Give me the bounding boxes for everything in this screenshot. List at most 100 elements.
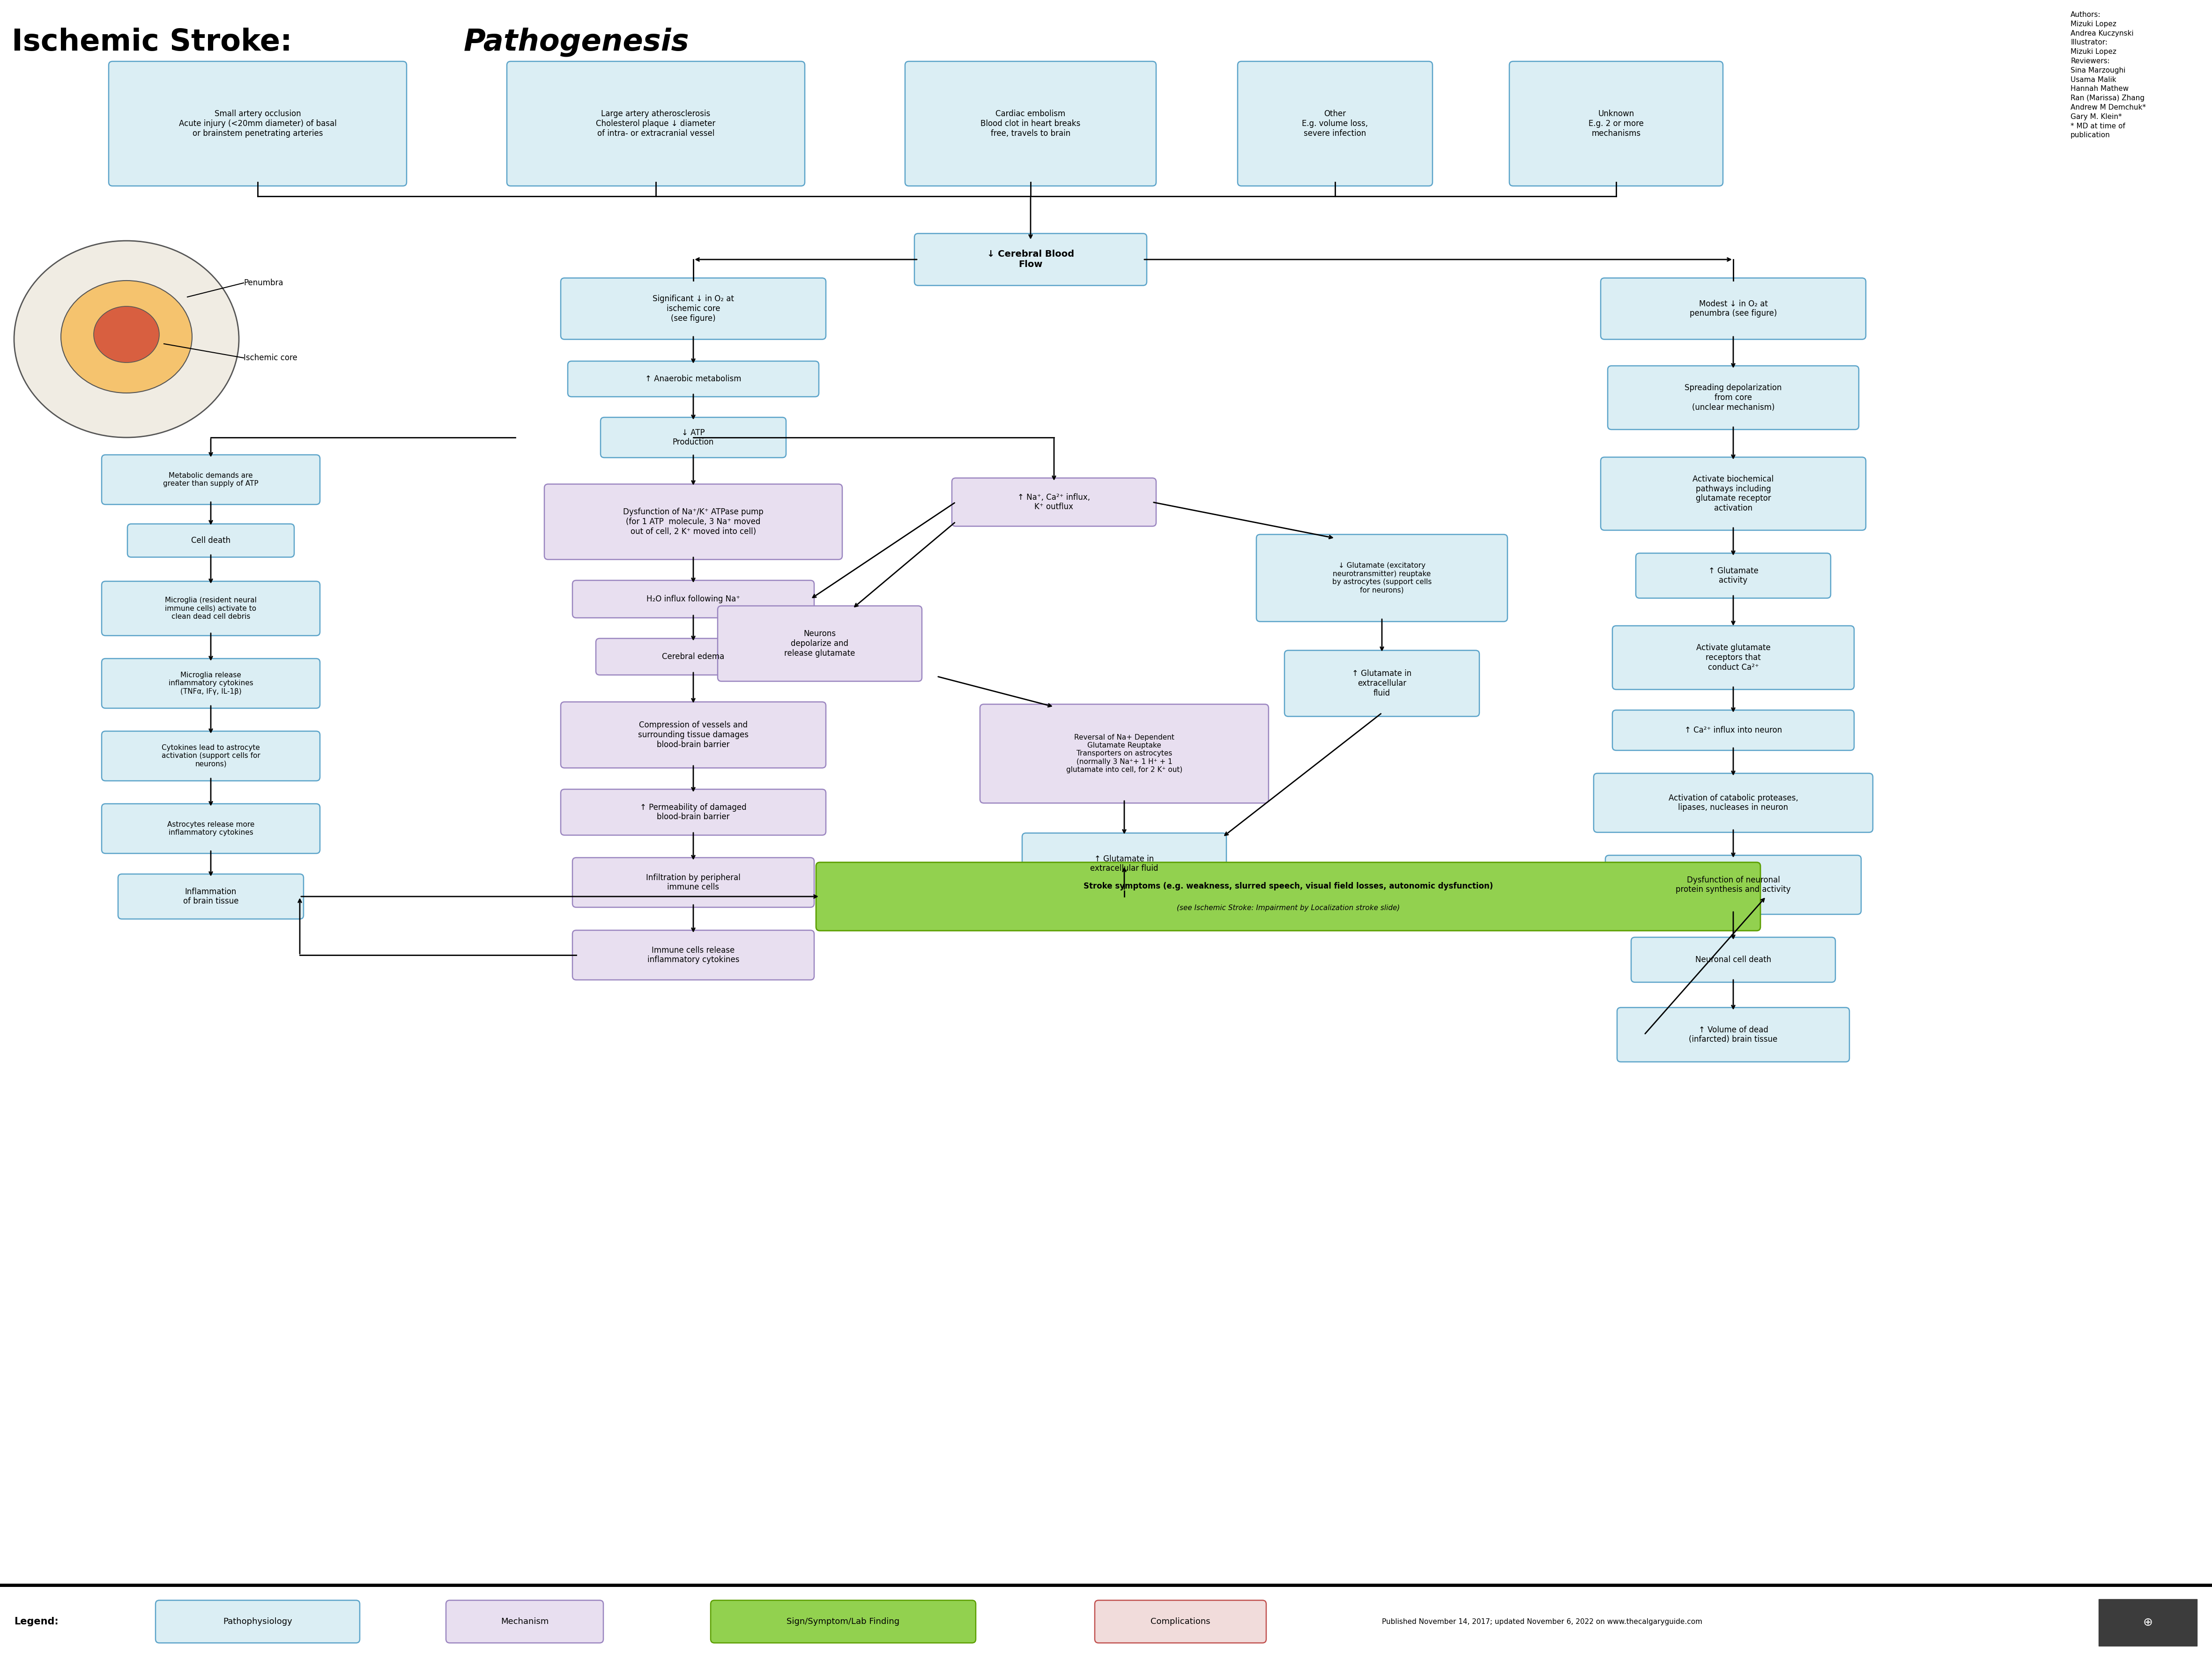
Text: Cell death: Cell death [190, 536, 230, 544]
Text: ↑ Ca²⁺ influx into neuron: ↑ Ca²⁺ influx into neuron [1686, 725, 1783, 734]
FancyBboxPatch shape [1613, 626, 1854, 689]
Text: ↑ Permeability of damaged
blood-brain barrier: ↑ Permeability of damaged blood-brain ba… [639, 803, 748, 822]
Text: Mechanism: Mechanism [500, 1617, 549, 1625]
Text: Neuronal cell death: Neuronal cell death [1694, 956, 1772, 964]
FancyBboxPatch shape [573, 858, 814, 908]
FancyBboxPatch shape [1608, 365, 1858, 430]
FancyBboxPatch shape [560, 702, 825, 769]
Text: ↑ Glutamate
activity: ↑ Glutamate activity [1708, 566, 1759, 584]
Text: Reversal of Na+ Dependent
Glutamate Reuptake
Transporters on astrocytes
(normall: Reversal of Na+ Dependent Glutamate Reup… [1066, 734, 1183, 774]
FancyBboxPatch shape [595, 639, 790, 676]
Text: Inflammation
of brain tissue: Inflammation of brain tissue [184, 888, 239, 906]
FancyBboxPatch shape [816, 862, 1761, 931]
Text: Neurons
depolarize and
release glutamate: Neurons depolarize and release glutamate [785, 629, 856, 657]
Text: Cytokines lead to astrocyte
activation (support cells for
neurons): Cytokines lead to astrocyte activation (… [161, 744, 261, 767]
FancyBboxPatch shape [1601, 277, 1865, 339]
Text: Stroke symptoms (e.g. weakness, slurred speech, visual field losses, autonomic d: Stroke symptoms (e.g. weakness, slurred … [1084, 881, 1493, 890]
Text: Activate glutamate
receptors that
conduct Ca²⁺: Activate glutamate receptors that conduc… [1697, 644, 1770, 672]
FancyBboxPatch shape [599, 417, 785, 458]
Ellipse shape [93, 307, 159, 362]
Text: H₂O influx following Na⁺: H₂O influx following Na⁺ [646, 594, 741, 603]
Text: Large artery atherosclerosis
Cholesterol plaque ↓ diameter
of intra- or extracra: Large artery atherosclerosis Cholesterol… [595, 110, 717, 138]
FancyBboxPatch shape [1593, 774, 1874, 832]
Text: Cardiac embolism
Blood clot in heart breaks
free, travels to brain: Cardiac embolism Blood clot in heart bre… [980, 110, 1079, 138]
Text: ↑ Volume of dead
(infarcted) brain tissue: ↑ Volume of dead (infarcted) brain tissu… [1690, 1026, 1778, 1044]
FancyBboxPatch shape [128, 525, 294, 558]
Text: Pathogenesis: Pathogenesis [465, 28, 690, 56]
FancyBboxPatch shape [102, 455, 321, 505]
FancyBboxPatch shape [102, 730, 321, 780]
Text: Sign/Symptom/Lab Finding: Sign/Symptom/Lab Finding [787, 1617, 900, 1625]
FancyBboxPatch shape [102, 803, 321, 853]
Text: Pathophysiology: Pathophysiology [223, 1617, 292, 1625]
Text: Metabolic demands are
greater than supply of ATP: Metabolic demands are greater than suppl… [164, 471, 259, 488]
FancyBboxPatch shape [560, 788, 825, 835]
Text: Spreading depolarization
from core
(unclear mechanism): Spreading depolarization from core (uncl… [1686, 383, 1783, 412]
Text: Small artery occlusion
Acute injury (<20mm diameter) of basal
or brainstem penet: Small artery occlusion Acute injury (<20… [179, 110, 336, 138]
FancyBboxPatch shape [1256, 535, 1506, 621]
FancyBboxPatch shape [108, 61, 407, 186]
FancyBboxPatch shape [1509, 61, 1723, 186]
FancyBboxPatch shape [507, 61, 805, 186]
Text: Other
E.g. volume loss,
severe infection: Other E.g. volume loss, severe infection [1303, 110, 1369, 138]
FancyBboxPatch shape [951, 478, 1157, 526]
FancyBboxPatch shape [710, 1600, 975, 1643]
FancyBboxPatch shape [102, 659, 321, 709]
Text: (see Ischemic Stroke: Impairment by Localization stroke slide): (see Ischemic Stroke: Impairment by Loca… [1177, 905, 1400, 911]
FancyBboxPatch shape [544, 485, 843, 559]
FancyBboxPatch shape [573, 581, 814, 618]
Text: Published November 14, 2017; updated November 6, 2022 on www.thecalgaryguide.com: Published November 14, 2017; updated Nov… [1382, 1619, 1703, 1625]
Text: ↑ Na⁺, Ca²⁺ influx,
K⁺ outflux: ↑ Na⁺, Ca²⁺ influx, K⁺ outflux [1018, 493, 1091, 511]
Text: Compression of vessels and
surrounding tissue damages
blood-brain barrier: Compression of vessels and surrounding t… [637, 720, 748, 749]
Text: Complications: Complications [1150, 1617, 1210, 1625]
FancyBboxPatch shape [905, 61, 1157, 186]
Text: ↓ Cerebral Blood
Flow: ↓ Cerebral Blood Flow [987, 251, 1075, 269]
Text: Significant ↓ in O₂ at
ischemic core
(see figure): Significant ↓ in O₂ at ischemic core (se… [653, 295, 734, 322]
Ellipse shape [13, 241, 239, 438]
Text: Legend:: Legend: [13, 1617, 58, 1627]
Text: Astrocytes release more
inflammatory cytokines: Astrocytes release more inflammatory cyt… [168, 822, 254, 837]
FancyBboxPatch shape [980, 704, 1267, 803]
Text: ↓ Glutamate (excitatory
neurotransmitter) reuptake
by astrocytes (support cells
: ↓ Glutamate (excitatory neurotransmitter… [1332, 563, 1431, 594]
FancyBboxPatch shape [1630, 938, 1836, 983]
FancyBboxPatch shape [1022, 833, 1225, 895]
FancyBboxPatch shape [717, 606, 922, 681]
FancyBboxPatch shape [117, 875, 303, 920]
FancyBboxPatch shape [2099, 1599, 2197, 1647]
Text: Immune cells release
inflammatory cytokines: Immune cells release inflammatory cytoki… [648, 946, 739, 964]
FancyBboxPatch shape [1613, 710, 1854, 750]
Text: ↑ Anaerobic metabolism: ↑ Anaerobic metabolism [646, 375, 741, 383]
FancyBboxPatch shape [560, 277, 825, 339]
Text: Modest ↓ in O₂ at
penumbra (see figure): Modest ↓ in O₂ at penumbra (see figure) [1690, 299, 1776, 317]
FancyBboxPatch shape [1285, 651, 1480, 717]
FancyBboxPatch shape [1601, 457, 1865, 530]
FancyBboxPatch shape [1637, 553, 1832, 598]
Text: Penumbra: Penumbra [243, 279, 283, 287]
Text: Microglia (resident neural
immune cells) activate to
clean dead cell debris: Microglia (resident neural immune cells)… [166, 598, 257, 621]
FancyBboxPatch shape [155, 1600, 361, 1643]
FancyBboxPatch shape [1095, 1600, 1265, 1643]
Text: Authors:
Mizuki Lopez
Andrea Kuczynski
Illustrator:
Mizuki Lopez
Reviewers:
Sina: Authors: Mizuki Lopez Andrea Kuczynski I… [2070, 12, 2146, 139]
Text: Ischemic Stroke:: Ischemic Stroke: [11, 28, 303, 56]
FancyBboxPatch shape [914, 234, 1146, 286]
Text: ↑ Glutamate in
extracellular fluid: ↑ Glutamate in extracellular fluid [1091, 855, 1159, 873]
Text: Cerebral edema: Cerebral edema [661, 652, 726, 661]
FancyBboxPatch shape [568, 362, 818, 397]
Text: Activate biochemical
pathways including
glutamate receptor
activation: Activate biochemical pathways including … [1692, 475, 1774, 513]
FancyBboxPatch shape [102, 581, 321, 636]
Text: ⊕: ⊕ [2143, 1617, 2152, 1628]
Text: Ischemic core: Ischemic core [243, 354, 296, 362]
Text: Microglia release
inflammatory cytokines
(TNFα, IFγ, IL-1β): Microglia release inflammatory cytokines… [168, 672, 252, 696]
Text: Dysfunction of neuronal
protein synthesis and activity: Dysfunction of neuronal protein synthesi… [1677, 876, 1792, 893]
FancyBboxPatch shape [447, 1600, 604, 1643]
Text: Infiltration by peripheral
immune cells: Infiltration by peripheral immune cells [646, 873, 741, 891]
Text: ↓ ATP
Production: ↓ ATP Production [672, 428, 714, 447]
Text: ↑ Glutamate in
extracellular
fluid: ↑ Glutamate in extracellular fluid [1352, 669, 1411, 697]
FancyBboxPatch shape [573, 930, 814, 979]
FancyBboxPatch shape [1606, 855, 1860, 915]
Text: Dysfunction of Na⁺/K⁺ ATPase pump
(for 1 ATP  molecule, 3 Na⁺ moved
out of cell,: Dysfunction of Na⁺/K⁺ ATPase pump (for 1… [624, 508, 763, 536]
FancyBboxPatch shape [1617, 1008, 1849, 1062]
Text: Activation of catabolic proteases,
lipases, nucleases in neuron: Activation of catabolic proteases, lipas… [1668, 793, 1798, 812]
FancyBboxPatch shape [1239, 61, 1433, 186]
Ellipse shape [62, 281, 192, 393]
